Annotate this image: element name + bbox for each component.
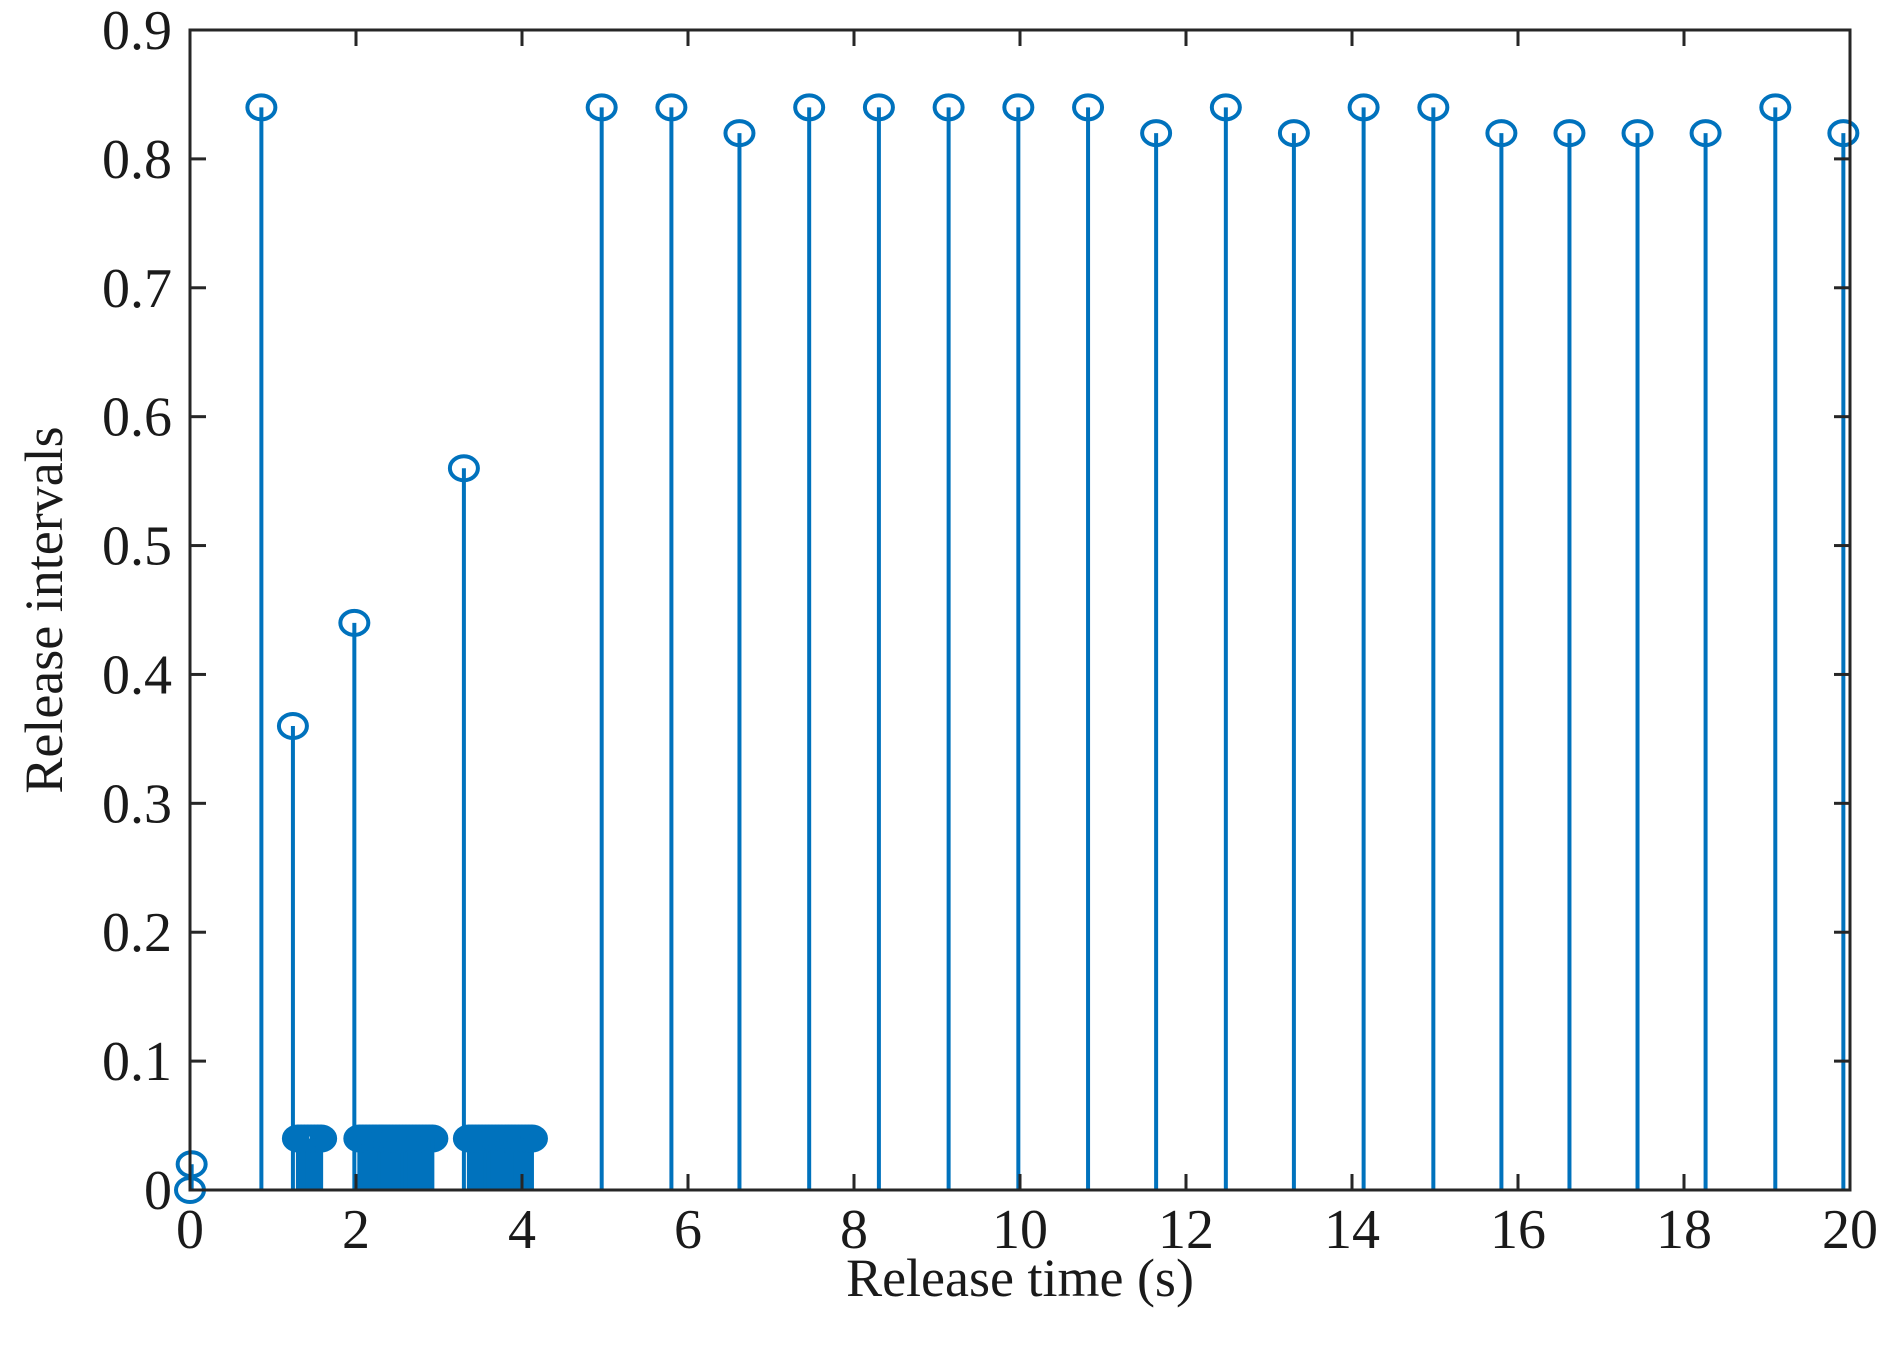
stem-point bbox=[305, 1124, 338, 1190]
x-tick-label: 20 bbox=[1822, 1199, 1878, 1261]
stem-marker bbox=[276, 712, 309, 740]
stem-marker bbox=[1827, 119, 1860, 148]
stem-marker bbox=[655, 93, 688, 122]
stem-marker bbox=[1277, 119, 1310, 148]
stem-point bbox=[245, 93, 278, 1190]
stem-marker bbox=[175, 1150, 208, 1179]
x-tick-label: 14 bbox=[1324, 1199, 1380, 1261]
stem-point bbox=[723, 119, 756, 1190]
stem-point bbox=[416, 1124, 449, 1190]
stem-marker bbox=[862, 93, 895, 122]
stem-point bbox=[1553, 119, 1586, 1190]
x-tick-label: 2 bbox=[342, 1199, 370, 1261]
y-tick-label: 0.9 bbox=[102, 0, 172, 62]
y-tick-label: 0.7 bbox=[102, 258, 172, 320]
stem-point bbox=[655, 93, 688, 1190]
stem-point bbox=[862, 93, 895, 1190]
x-tick-label: 4 bbox=[508, 1199, 536, 1261]
stem-point bbox=[1002, 93, 1035, 1190]
stem-point bbox=[1209, 93, 1242, 1190]
x-tick-label: 6 bbox=[674, 1199, 702, 1261]
y-tick-label: 0.8 bbox=[102, 129, 172, 191]
plot-area-frame bbox=[188, 28, 1852, 1192]
y-tick-label: 0.4 bbox=[102, 644, 172, 706]
stem-point bbox=[1759, 93, 1792, 1190]
y-tick-label: 0.6 bbox=[102, 387, 172, 449]
stem-point bbox=[276, 712, 309, 1190]
stem-marker bbox=[1347, 93, 1380, 122]
stem-series bbox=[174, 93, 1860, 1204]
stem-marker bbox=[1485, 119, 1518, 148]
y-tick-label: 0.1 bbox=[102, 1031, 172, 1093]
stem-point bbox=[447, 454, 480, 1190]
stem-point bbox=[175, 1150, 208, 1190]
stem-point bbox=[932, 93, 965, 1190]
stem-marker bbox=[1002, 93, 1035, 122]
x-tick-label: 0 bbox=[176, 1199, 204, 1261]
stem-marker bbox=[1417, 93, 1450, 122]
stem-marker bbox=[1689, 119, 1722, 148]
stem-marker bbox=[1140, 119, 1173, 148]
stem-point bbox=[1417, 93, 1450, 1190]
stem-marker bbox=[245, 93, 278, 122]
stem-marker bbox=[515, 1124, 548, 1153]
stem-marker bbox=[338, 608, 371, 637]
stem-point bbox=[1072, 93, 1105, 1190]
stem-point bbox=[1140, 119, 1173, 1190]
stem-marker bbox=[416, 1124, 449, 1153]
stem-marker bbox=[723, 119, 756, 148]
stem-point bbox=[1689, 119, 1722, 1190]
stem-marker bbox=[1759, 93, 1792, 122]
stem-point bbox=[515, 1124, 548, 1190]
stem-marker bbox=[793, 93, 826, 122]
x-axis-ticks: 0 2 4 6 8 10 12 14 16 18 20 bbox=[176, 30, 1878, 1261]
stem-point bbox=[1485, 119, 1518, 1190]
x-tick-label: 18 bbox=[1656, 1199, 1712, 1261]
y-tick-label: 0 bbox=[144, 1160, 172, 1222]
stem-marker bbox=[932, 93, 965, 122]
y-tick-label: 0.5 bbox=[102, 516, 172, 578]
stem-marker bbox=[1209, 93, 1242, 122]
y-axis-title: Release intervals bbox=[14, 426, 74, 793]
y-axis-ticks: 0 0.1 0.2 0.3 0.4 0.5 0.6 0.7 0.8 0.9 bbox=[102, 0, 1850, 1222]
stem-marker bbox=[1621, 119, 1654, 148]
stem-point bbox=[585, 93, 618, 1190]
stem-marker bbox=[447, 454, 480, 483]
stem-point bbox=[338, 608, 371, 1190]
stem-point bbox=[1347, 93, 1380, 1190]
stem-marker bbox=[1553, 119, 1586, 148]
stem-marker bbox=[585, 93, 618, 122]
x-tick-label: 16 bbox=[1490, 1199, 1546, 1261]
x-tick-label: 10 bbox=[992, 1199, 1048, 1261]
stem-point bbox=[1621, 119, 1654, 1190]
y-tick-label: 0.2 bbox=[102, 902, 172, 964]
y-tick-label: 0.3 bbox=[102, 773, 172, 835]
stem-marker bbox=[305, 1124, 338, 1153]
stem-point bbox=[793, 93, 826, 1190]
stem-marker bbox=[1072, 93, 1105, 122]
stem-point bbox=[1827, 119, 1860, 1190]
x-axis-title: Release time (s) bbox=[846, 1248, 1194, 1308]
x-tick-label: 8 bbox=[840, 1199, 868, 1261]
stem-point bbox=[1277, 119, 1310, 1190]
x-tick-label: 12 bbox=[1158, 1199, 1214, 1261]
